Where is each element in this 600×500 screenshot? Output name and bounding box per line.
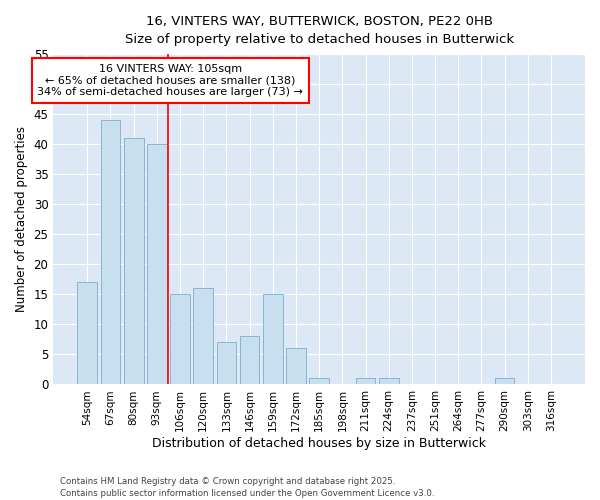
Text: 16 VINTERS WAY: 105sqm
← 65% of detached houses are smaller (138)
34% of semi-de: 16 VINTERS WAY: 105sqm ← 65% of detached… [37, 64, 303, 97]
Bar [379, 378, 398, 384]
Bar [356, 378, 376, 384]
Bar [193, 288, 213, 384]
Bar [240, 336, 259, 384]
X-axis label: Distribution of detached houses by size in Butterwick: Distribution of detached houses by size … [152, 437, 486, 450]
Bar [309, 378, 329, 384]
Bar [147, 144, 167, 384]
Bar [77, 282, 97, 384]
Bar [263, 294, 283, 384]
Y-axis label: Number of detached properties: Number of detached properties [15, 126, 28, 312]
Bar [101, 120, 121, 384]
Bar [217, 342, 236, 384]
Bar [124, 138, 143, 384]
Title: 16, VINTERS WAY, BUTTERWICK, BOSTON, PE22 0HB
Size of property relative to detac: 16, VINTERS WAY, BUTTERWICK, BOSTON, PE2… [125, 15, 514, 46]
Bar [495, 378, 514, 384]
Text: Contains HM Land Registry data © Crown copyright and database right 2025.
Contai: Contains HM Land Registry data © Crown c… [60, 476, 434, 498]
Bar [170, 294, 190, 384]
Bar [286, 348, 306, 384]
